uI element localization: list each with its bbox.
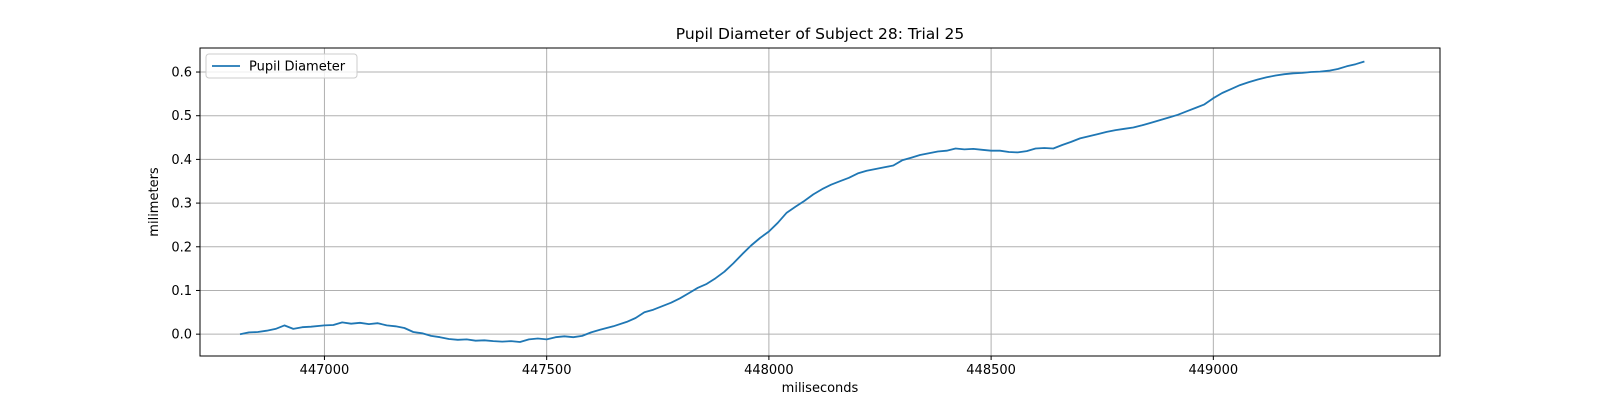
series-line-pupil-diameter <box>239 60 1365 343</box>
y-axis-label: milimeters <box>147 167 162 237</box>
x-axis: 447000 447500 448000 448500 449000 <box>300 356 1239 378</box>
grid <box>200 48 1440 356</box>
x-tick-label: 448000 <box>744 363 794 378</box>
y-tick-label: 0.1 <box>171 284 192 299</box>
legend-label-pupil-diameter: Pupil Diameter <box>249 60 346 75</box>
series-layer <box>239 60 1365 343</box>
y-axis: 0.0 0.1 0.2 0.3 0.4 0.5 0.6 <box>171 66 200 343</box>
plot-frame <box>199 47 1441 357</box>
chart-title: Pupil Diameter of Subject 28: Trial 25 <box>676 25 965 43</box>
x-tick-label: 447000 <box>300 363 350 378</box>
y-tick-label: 0.3 <box>171 197 192 212</box>
y-tick-label: 0.5 <box>171 109 192 124</box>
x-tick-label: 447500 <box>522 363 572 378</box>
legend: Pupil Diameter <box>205 53 358 79</box>
y-tick-label: 0.0 <box>171 328 192 343</box>
legend-box <box>205 53 358 79</box>
y-tick-label: 0.6 <box>171 66 192 81</box>
x-tick-label: 448500 <box>966 363 1016 378</box>
y-tick-label: 0.2 <box>171 240 192 255</box>
x-axis-label: miliseconds <box>782 381 859 396</box>
y-tick-label: 0.4 <box>171 153 192 168</box>
x-tick-label: 449000 <box>1189 363 1239 378</box>
